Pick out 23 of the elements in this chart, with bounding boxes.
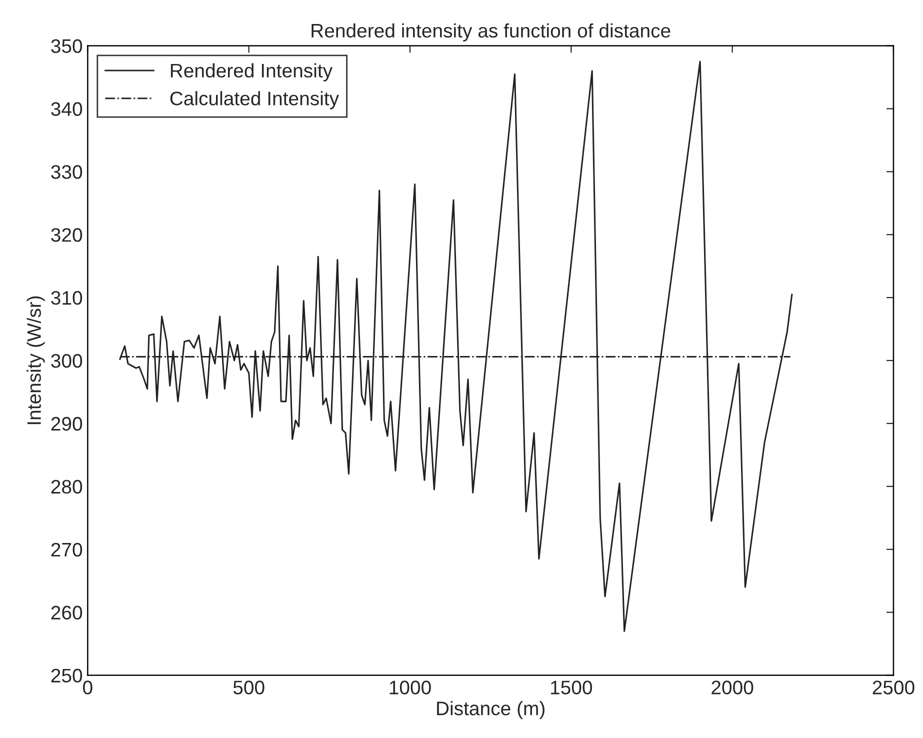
x-tick-label: 2500 bbox=[872, 680, 914, 694]
y-tick-label: 290 bbox=[51, 416, 82, 431]
y-tick-label: 260 bbox=[51, 606, 82, 620]
y-tick-label: 340 bbox=[51, 102, 82, 116]
x-tick-label: 1000 bbox=[390, 680, 431, 694]
x-axis-title: Distance (m) bbox=[437, 701, 544, 720]
y-tick-label: 330 bbox=[51, 165, 82, 179]
y-tick-label: 310 bbox=[51, 291, 82, 305]
y-axis-title: Intensity (W/sr) bbox=[26, 296, 45, 424]
x-tick-label: 1500 bbox=[551, 680, 592, 694]
legend-label: Calculated Intensity bbox=[170, 91, 340, 110]
y-tick-label: 300 bbox=[51, 354, 82, 368]
legend-label: Rendered Intensity bbox=[170, 63, 333, 82]
y-tick-label: 280 bbox=[51, 480, 82, 494]
x-tick-label: 500 bbox=[233, 680, 264, 694]
y-tick-label: 270 bbox=[51, 542, 82, 557]
y-tick-label: 350 bbox=[51, 39, 82, 53]
x-tick-label: 0 bbox=[83, 680, 92, 694]
x-tick-label: 2000 bbox=[712, 680, 754, 694]
chart-title: Rendered intensity as function of distance bbox=[312, 23, 670, 42]
line-series bbox=[119, 60, 793, 632]
y-tick-label: 320 bbox=[51, 228, 82, 242]
y-tick-label: 250 bbox=[51, 668, 82, 683]
